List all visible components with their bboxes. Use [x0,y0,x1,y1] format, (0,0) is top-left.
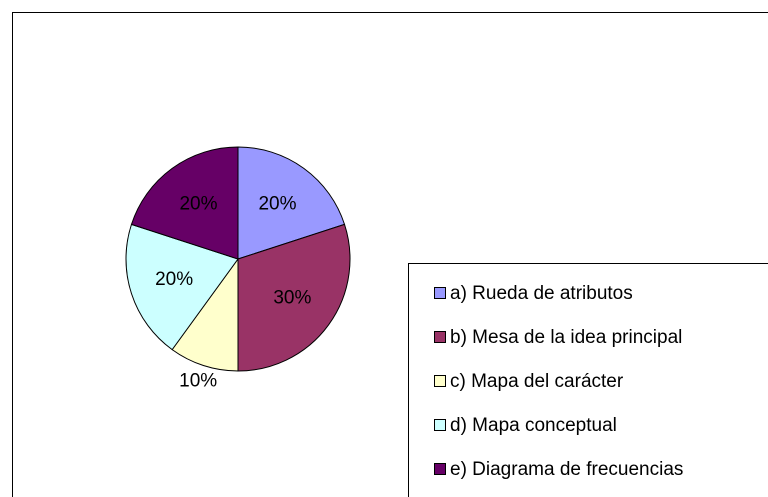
data-label: 30% [273,288,311,309]
data-label: 20% [179,194,217,215]
pie-slice [130,146,239,260]
legend-label: a) Rueda de atributos [450,283,633,304]
data-label: 20% [258,194,296,215]
legend-label: d) Mapa conceptual [450,415,617,436]
legend-swatch [434,419,446,431]
legend-swatch [434,331,446,343]
legend-box [408,263,768,497]
legend-label: b) Mesa de la idea principal [450,327,682,348]
legend-swatch [434,287,446,299]
pie-slice [237,223,351,372]
legend-swatch [434,375,446,387]
pie-slice [125,223,239,351]
data-label: 20% [155,269,193,290]
legend-label: e) Diagrama de frecuencias [450,459,683,480]
legend-swatch [434,463,446,475]
data-label: 10% [179,371,217,392]
legend-label: c) Mapa del carácter [450,371,624,392]
pie-slice [237,146,346,260]
